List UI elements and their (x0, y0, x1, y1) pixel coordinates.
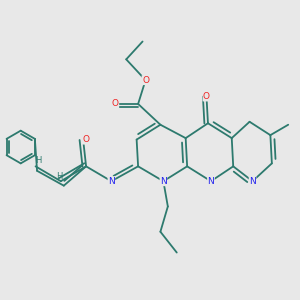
Text: O: O (112, 99, 119, 108)
Text: O: O (142, 76, 149, 85)
Text: N: N (208, 177, 214, 186)
Text: O: O (82, 135, 89, 144)
Text: N: N (160, 177, 167, 186)
Text: H: H (35, 156, 42, 165)
Text: H: H (56, 172, 62, 181)
Text: N: N (249, 177, 256, 186)
Text: O: O (203, 92, 210, 101)
Text: N: N (108, 177, 115, 186)
